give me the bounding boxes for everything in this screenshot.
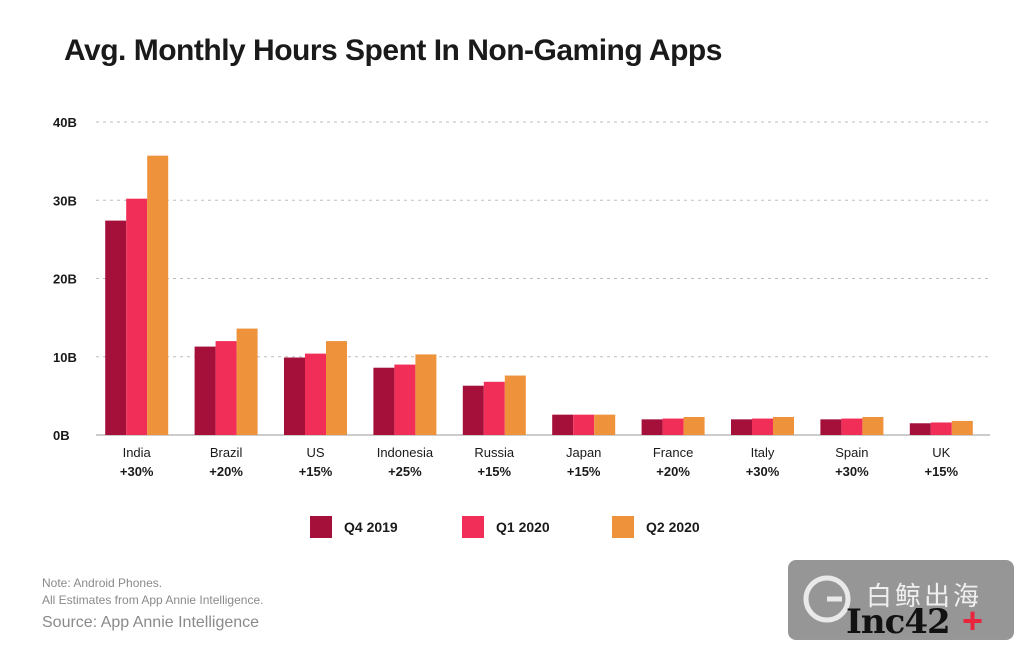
x-tick-label: India <box>123 445 152 460</box>
bar-indonesia-q2-2020 <box>415 354 437 435</box>
bar-italy-q1-2020 <box>752 418 773 435</box>
note-line-2: All Estimates from App Annie Intelligenc… <box>42 593 264 607</box>
legend-swatch <box>310 516 332 538</box>
bar-spain-q2-2020 <box>862 417 884 435</box>
watermark-text: 白鲸出海 <box>866 582 983 612</box>
bar-uk-q2-2020 <box>951 420 973 435</box>
bar-brazil-q2-2020 <box>236 328 258 435</box>
growth-label: +25% <box>388 464 422 479</box>
chart-title: Avg. Monthly Hours Spent In Non-Gaming A… <box>64 34 722 67</box>
y-tick-label: 40B <box>53 115 77 130</box>
bar-india-q2-2020 <box>147 155 169 435</box>
legend-label: Q2 2020 <box>646 519 700 535</box>
notes: Note: Android Phones. All Estimates from… <box>42 575 263 609</box>
growth-label: +15% <box>477 464 511 479</box>
bar-us-q2-2020 <box>326 341 347 435</box>
x-tick-label: Russia <box>474 445 515 460</box>
x-tick-label: US <box>306 445 324 460</box>
x-tick-label: Italy <box>751 445 775 460</box>
bar-brazil-q4-2019 <box>194 346 216 435</box>
whale-logo-icon <box>803 575 851 623</box>
bar-japan-q2-2020 <box>594 414 616 435</box>
legend-swatch <box>462 516 484 538</box>
bar-russia-q2-2020 <box>504 375 526 435</box>
bar-uk-q1-2020 <box>930 422 952 435</box>
legend-swatch <box>612 516 634 538</box>
growth-label: +15% <box>299 464 333 479</box>
bar-spain-q4-2019 <box>820 419 842 435</box>
bar-russia-q1-2020 <box>483 381 505 435</box>
y-tick-label: 0B <box>53 428 70 443</box>
bar-russia-q4-2019 <box>462 385 484 435</box>
bar-us-q4-2019 <box>284 357 305 435</box>
x-tick-label: Indonesia <box>377 445 434 460</box>
x-tick-label: Brazil <box>210 445 243 460</box>
growth-label: +30% <box>746 464 780 479</box>
bar-indonesia-q1-2020 <box>394 364 416 435</box>
bar-france-q1-2020 <box>662 418 684 435</box>
legend-label: Q1 2020 <box>496 519 550 535</box>
growth-label: +20% <box>656 464 690 479</box>
bar-france-q2-2020 <box>683 417 705 435</box>
bar-india-q4-2019 <box>105 220 127 435</box>
bar-uk-q4-2019 <box>909 423 931 435</box>
y-tick-label: 30B <box>53 193 77 208</box>
bar-italy-q2-2020 <box>773 417 794 435</box>
growth-label: +30% <box>835 464 869 479</box>
growth-label: +30% <box>120 464 154 479</box>
growth-label: +15% <box>924 464 958 479</box>
x-tick-label: France <box>653 445 693 460</box>
source-text: Source: App Annie Intelligence <box>42 614 260 631</box>
bar-indonesia-q4-2019 <box>373 367 395 435</box>
inc42-plus-icon: + <box>962 600 984 641</box>
bar-us-q1-2020 <box>305 353 326 435</box>
legend-label: Q4 2019 <box>344 519 398 535</box>
bar-chart: 0B 10B 20B 30B 40B India +30% Brazil +20% US +15% I… <box>53 115 990 538</box>
bar-spain-q1-2020 <box>841 418 863 435</box>
growth-label: +15% <box>567 464 601 479</box>
bar-italy-q4-2019 <box>731 419 752 435</box>
y-tick-label: 10B <box>53 350 77 365</box>
bar-brazil-q1-2020 <box>215 341 237 435</box>
note-line-1: Note: Android Phones. <box>42 576 163 590</box>
watermark-badge: 白鲸出海 <box>788 560 1014 640</box>
inc42-logo: Inc42 <box>846 602 951 642</box>
bar-japan-q4-2019 <box>552 414 574 435</box>
bar-france-q4-2019 <box>641 419 663 435</box>
growth-label: +20% <box>209 464 243 479</box>
x-tick-label: UK <box>932 445 950 460</box>
bar-india-q1-2020 <box>126 198 148 435</box>
x-tick-label: Spain <box>835 445 868 460</box>
x-tick-label: Japan <box>566 445 601 460</box>
bar-japan-q1-2020 <box>573 414 595 435</box>
y-tick-label: 20B <box>53 272 77 287</box>
